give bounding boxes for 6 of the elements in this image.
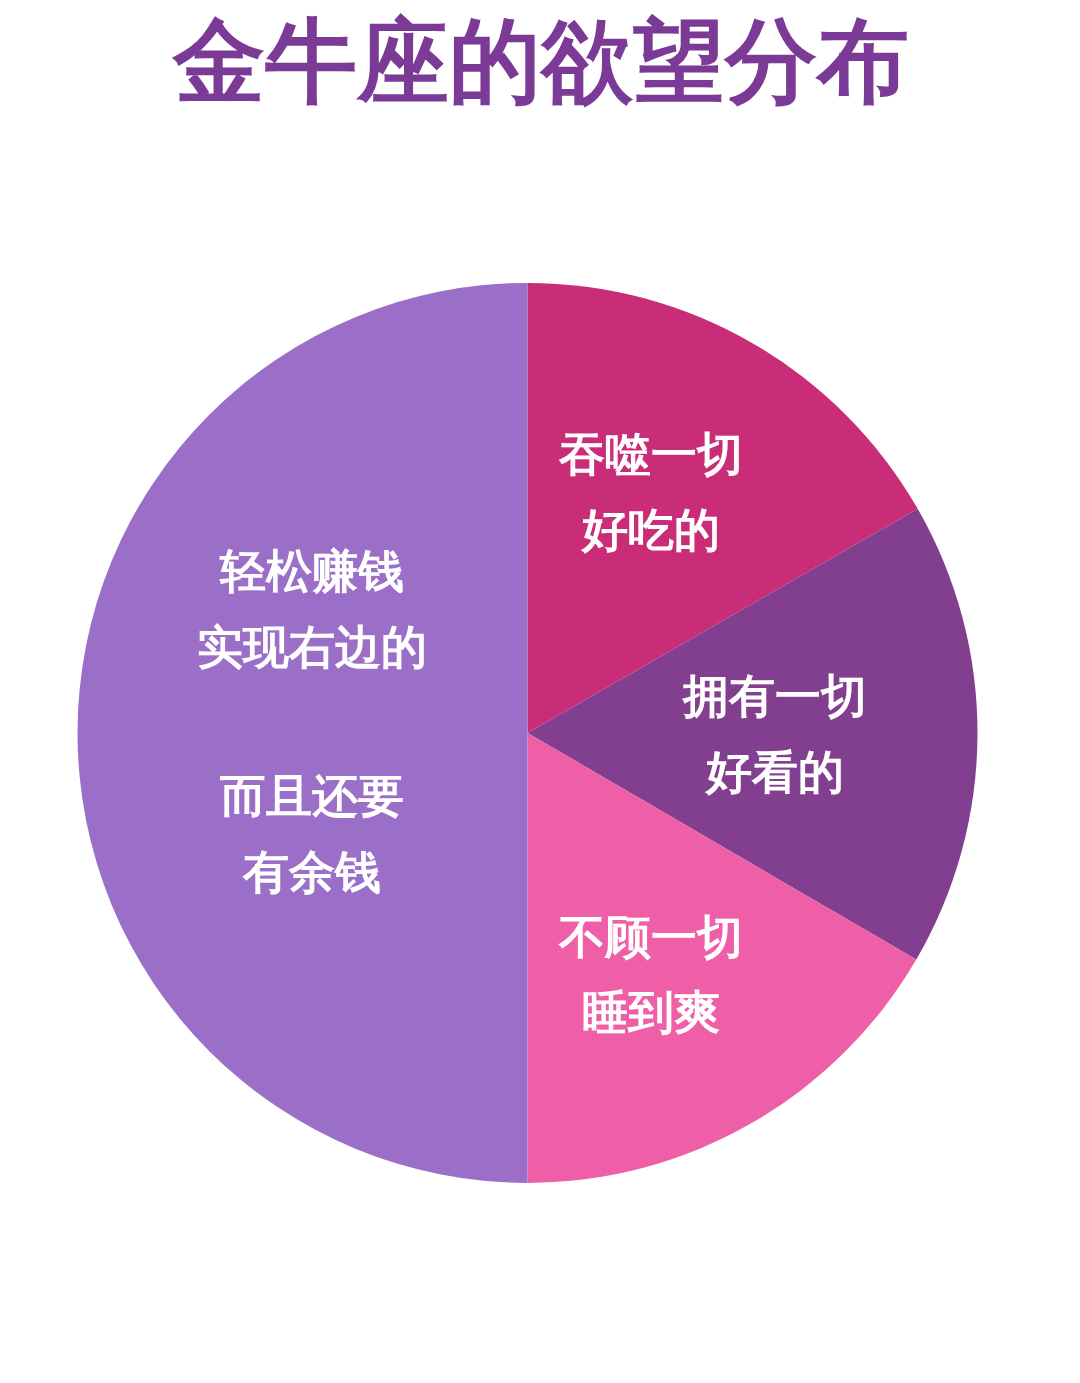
slice-label: 拥有一切好看的	[681, 669, 867, 799]
chart-title: 金牛座的欲望分布	[170, 7, 909, 115]
slice-label: 轻松赚钱实现右边的	[196, 544, 427, 674]
slice-label: 吞噬一切好吃的	[558, 427, 744, 557]
slice-label: 不顾一切睡到爽	[557, 909, 743, 1040]
text: 而且还要有余钱	[219, 769, 404, 900]
